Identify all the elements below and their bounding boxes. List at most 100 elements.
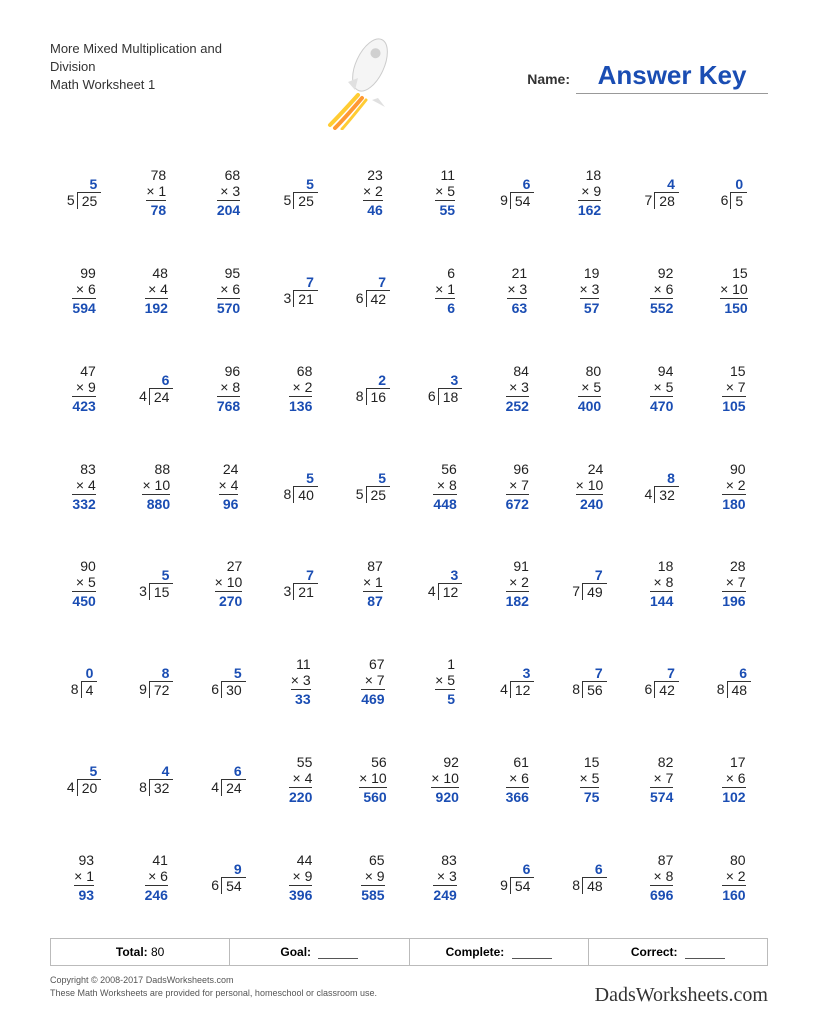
multiplier: 8 [217,379,240,397]
multiplicand: 84 [506,363,529,379]
product-answer: 78 [146,201,166,218]
problem-3-1: 8810880 [122,443,190,529]
mult-problem: 2710270 [215,558,243,609]
problem-6-7: 15575 [555,737,623,823]
problem-7-4: 659585 [339,834,407,920]
multiplier: 2 [363,183,383,201]
mult-problem: 956570 [217,265,240,316]
division-frame: 432 [645,486,679,503]
multiplier: 10 [215,574,243,592]
multiplier: 5 [435,672,455,690]
multiplicand: 55 [289,754,312,770]
multiplier: 10 [720,281,748,299]
multiplier: 2 [722,477,745,495]
product-answer: 63 [507,299,527,316]
dividend: 30 [221,681,246,698]
multiplicand: 56 [359,754,387,770]
dividend: 54 [510,877,535,894]
multiplier: 5 [578,379,601,397]
dividend: 32 [149,779,174,796]
division-frame: 424 [211,779,245,796]
division-frame: 954 [500,877,534,894]
multiplier: 8 [433,477,456,495]
div-problem: 8972 [139,665,173,698]
quotient-answer: 3 [450,567,462,583]
dividend: 15 [149,583,174,600]
div-problem: 3412 [428,567,462,600]
problem-1-0: 996594 [50,248,118,334]
problem-5-4: 677469 [339,639,407,725]
problem-4-5: 3412 [411,541,479,627]
divisor: 8 [572,681,582,697]
mult-problem: 188144 [650,558,673,609]
dividend: 48 [727,681,752,698]
mult-problem: 416246 [145,852,168,903]
problem-4-3: 7321 [267,541,335,627]
product-answer: 448 [433,495,456,512]
mult-problem: 87187 [363,558,383,609]
quotient-answer: 6 [162,372,174,388]
multiplier: 3 [433,868,456,886]
footer-total: Total: 80 [51,939,230,965]
product-answer: 880 [142,495,170,512]
division-frame: 315 [139,583,173,600]
divisor: 6 [721,192,731,208]
product-answer: 574 [650,788,673,805]
multiplier: 3 [507,281,527,299]
div-problem: 7321 [284,274,318,307]
mult-problem: 11555 [435,167,455,218]
product-answer: 46 [363,201,383,218]
div-problem: 6848 [572,861,606,894]
problem-6-0: 5420 [50,737,118,823]
name-label: Name: [527,71,570,87]
mult-problem: 878696 [650,852,673,903]
div-problem: 2816 [356,372,390,405]
div-problem: 6424 [139,372,173,405]
product-answer: 150 [720,299,748,316]
problem-5-3: 11333 [267,639,335,725]
product-answer: 57 [580,299,600,316]
multiplier: 6 [145,868,168,886]
mult-problem: 967672 [506,461,529,512]
dividend: 12 [438,583,463,600]
dividend: 21 [293,583,318,600]
problem-0-1: 78178 [122,150,190,236]
product-answer: 920 [431,788,459,805]
problem-0-6: 6954 [483,150,551,236]
multiplier: 6 [650,281,673,299]
product-answer: 105 [722,397,745,414]
problem-2-7: 805400 [555,346,623,432]
problem-4-0: 905450 [50,541,118,627]
div-problem: 7856 [572,665,606,698]
quotient-answer: 5 [234,665,246,681]
product-answer: 96 [219,495,239,512]
multiplier: 3 [580,281,600,299]
problem-3-9: 902180 [700,443,768,529]
name-block: Name: Answer Key [527,60,768,94]
multiplicand: 95 [217,265,240,281]
product-answer: 246 [145,886,168,903]
divisor: 8 [284,486,294,502]
problem-5-2: 5630 [194,639,262,725]
dividend: 25 [293,192,318,209]
problem-2-6: 843252 [483,346,551,432]
brand-logo: DadsWorksheets.com [595,984,768,1007]
div-problem: 5840 [284,470,318,503]
product-answer: 768 [217,397,240,414]
multiplier: 5 [435,183,455,201]
product-answer: 182 [506,592,529,609]
quotient-answer: 7 [595,567,607,583]
mult-problem: 996594 [72,265,95,316]
multiplier: 6 [722,770,745,788]
division-frame: 321 [284,583,318,600]
multiplicand: 65 [361,852,384,868]
divisor: 3 [284,583,294,599]
mult-problem: 827574 [650,754,673,805]
div-problem: 6954 [500,861,534,894]
div-problem: 7749 [572,567,606,600]
mult-problem: 683204 [217,167,240,218]
multiplicand: 87 [650,852,673,868]
division-frame: 525 [67,192,101,209]
problem-3-4: 5525 [339,443,407,529]
multiplicand: 99 [72,265,95,281]
